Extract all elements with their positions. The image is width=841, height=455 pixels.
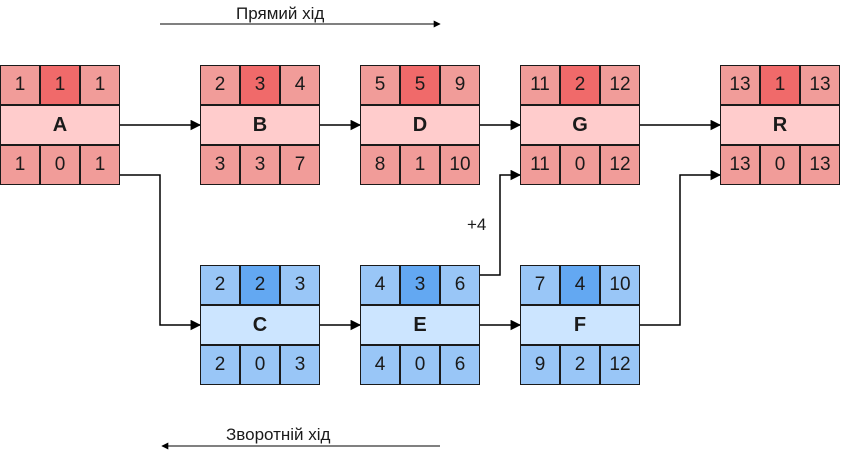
node-c-top-cell-1: 2 [200,265,240,305]
node-e-name: E [360,305,480,345]
node-f-bottom-cell-2: 2 [560,345,600,385]
forward-label: Прямий хід [236,4,325,23]
node-a-top-cell-2: 1 [40,65,80,105]
node-r-top-cell-1: 13 [720,65,760,105]
node-g-bottom-cell-1: 11 [520,145,560,185]
node-b-bottom-cell-3: 7 [280,145,320,185]
node-a-top-cell-3: 1 [80,65,120,105]
node-g-name: G [520,105,640,145]
node-e-top-cell-3: 6 [440,265,480,305]
node-g-bottom-cell-3: 12 [600,145,640,185]
node-c-top-cell-3: 3 [280,265,320,305]
node-d-top-cell-2: 5 [400,65,440,105]
node-b-bottom-cell-1: 3 [200,145,240,185]
node-c-bottom-cell-1: 2 [200,345,240,385]
node-f-bottom-cell-1: 9 [520,345,560,385]
node-r: 13 1 13 13 0 13 R [720,65,840,185]
node-b-top-cell-3: 4 [280,65,320,105]
node-a-bottom-cell-1: 1 [0,145,40,185]
node-e-top-cell-1: 4 [360,265,400,305]
node-a-top-cell-1: 1 [0,65,40,105]
node-b-name: B [200,105,320,145]
node-c-top-cell-2: 2 [240,265,280,305]
node-f: 7 4 10 9 2 12 F [520,265,640,385]
node-d-bottom-cell-1: 8 [360,145,400,185]
node-d-bottom-cell-3: 10 [440,145,480,185]
edge-a-c [120,174,202,331]
delay-label: +4 [467,215,487,234]
node-d-top-cell-3: 9 [440,65,480,105]
node-f-name: F [520,305,640,345]
node-e-bottom-cell-2: 0 [400,345,440,385]
node-g-top-cell-2: 2 [560,65,600,105]
node-b-bottom-cell-2: 3 [240,145,280,185]
node-r-name: R [720,105,840,145]
node-d-name: D [360,105,480,145]
node-r-top-cell-3: 13 [800,65,840,105]
node-a-name: A [0,105,120,145]
node-d-top-cell-1: 5 [360,65,400,105]
node-g-bottom-cell-2: 0 [560,145,600,185]
node-f-top-cell-2: 4 [560,265,600,305]
node-d: 5 5 9 8 1 10 D [360,65,480,185]
node-e-bottom-cell-3: 6 [440,345,480,385]
node-b-top-cell-1: 2 [200,65,240,105]
node-f-top-cell-3: 10 [600,265,640,305]
node-d-bottom-cell-2: 1 [400,145,440,185]
edge-f-r [640,169,722,326]
node-c-bottom-cell-3: 3 [280,345,320,385]
node-f-top-cell-1: 7 [520,265,560,305]
node-r-top-cell-2: 1 [760,65,800,105]
node-b-top-cell-2: 3 [240,65,280,105]
node-c-bottom-cell-2: 0 [240,345,280,385]
node-g: 11 2 12 11 0 12 G [520,65,640,185]
node-a-bottom-cell-3: 1 [80,145,120,185]
backward-label: Зворотній хід [226,425,331,444]
node-e-top-cell-2: 3 [400,265,440,305]
node-e-bottom-cell-1: 4 [360,345,400,385]
node-r-bottom-cell-2: 0 [760,145,800,185]
node-a-bottom-cell-2: 0 [40,145,80,185]
edges [120,119,722,331]
edge-e-g [480,169,522,276]
node-r-bottom-cell-1: 13 [720,145,760,185]
node-r-bottom-cell-3: 13 [800,145,840,185]
node-c-name: C [200,305,320,345]
node-g-top-cell-1: 11 [520,65,560,105]
node-g-top-cell-3: 12 [600,65,640,105]
node-f-bottom-cell-3: 12 [600,345,640,385]
